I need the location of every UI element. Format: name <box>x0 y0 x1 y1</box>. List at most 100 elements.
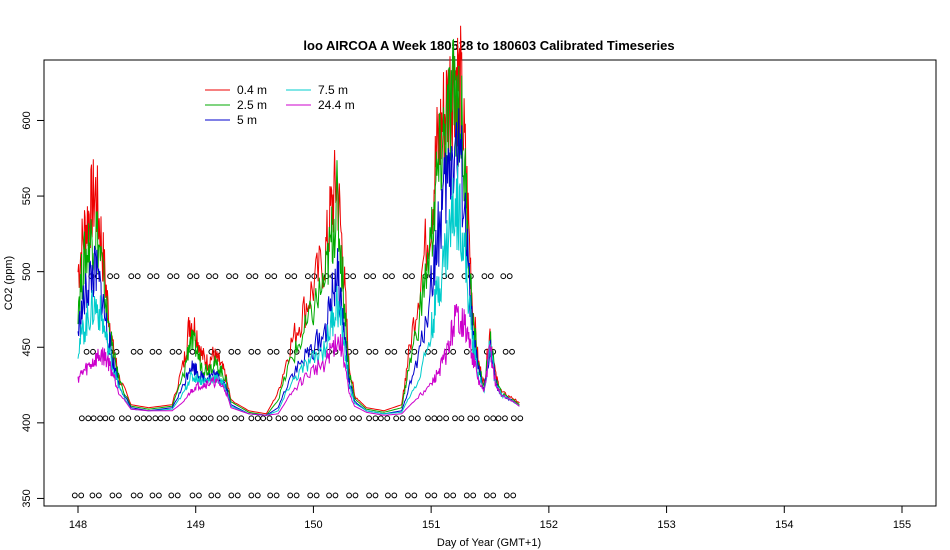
calibration-marker <box>411 492 418 499</box>
calibration-marker <box>425 492 431 499</box>
calibration-marker <box>85 415 92 422</box>
calibration-marker <box>109 492 116 499</box>
calibration-marker <box>352 348 359 355</box>
calibration-marker <box>463 348 470 355</box>
calibration-marker <box>267 492 274 499</box>
calibration-marker <box>137 348 143 355</box>
calibration-marker <box>168 492 175 499</box>
calibration-marker <box>291 273 298 280</box>
calibration-marker <box>149 492 156 499</box>
calibration-marker <box>366 415 372 422</box>
calibration-marker <box>393 415 400 422</box>
x-tick-label: 152 <box>540 519 558 531</box>
x-tick-label: 150 <box>304 519 322 531</box>
calibration-marker <box>228 348 235 355</box>
calibration-marker <box>260 415 267 422</box>
calibration-marker <box>377 415 384 422</box>
calibration-marker <box>234 492 241 499</box>
calibration-marker <box>431 492 438 499</box>
calibration-marker <box>252 273 259 280</box>
calibration-marker <box>228 492 235 499</box>
legend: 0.4 m2.5 m5 m 7.5 m24.4 m <box>205 83 355 127</box>
series-line-0 <box>77 25 520 415</box>
calibration-marker <box>189 348 196 355</box>
calibration-marker <box>293 492 300 499</box>
calibration-marker <box>502 415 508 422</box>
calibration-marker <box>206 273 212 280</box>
calibration-marker <box>481 273 488 280</box>
calibration-marker <box>223 415 229 422</box>
calibration-marker <box>155 348 162 355</box>
calibration-marker <box>502 348 509 355</box>
calibration-marker <box>271 273 278 280</box>
calibration-marker <box>196 492 202 499</box>
x-tick-label: 148 <box>69 519 87 531</box>
calibration-marker <box>273 492 280 499</box>
calibration-marker <box>391 492 398 499</box>
calibration-marker <box>319 415 325 422</box>
calibration-marker <box>246 273 252 280</box>
calibration-marker <box>458 415 465 422</box>
calibration-marker <box>208 492 215 499</box>
calibration-marker <box>467 415 474 422</box>
calibration-marker <box>332 492 339 499</box>
calibration-marker <box>405 492 411 499</box>
calibration-marker <box>146 415 152 422</box>
calibration-marker <box>384 415 391 422</box>
calibration-marker <box>275 415 282 422</box>
series-layer <box>77 25 520 416</box>
calibration-marker <box>500 273 507 280</box>
marker-layer <box>71 273 524 499</box>
calibration-marker <box>155 492 162 499</box>
calibration-marker <box>495 415 502 422</box>
calibration-marker <box>169 348 176 355</box>
calibration-marker <box>307 492 314 499</box>
calibration-marker <box>409 273 415 280</box>
calibration-marker <box>173 273 180 280</box>
calibration-marker <box>248 492 255 499</box>
calibration-marker <box>483 415 490 422</box>
calibration-marker <box>517 415 524 422</box>
calibration-marker <box>97 415 103 422</box>
series-line-4 <box>77 303 520 416</box>
calibration-marker <box>281 415 288 422</box>
calibration-marker <box>490 415 497 422</box>
calibration-marker <box>232 273 239 280</box>
series-line-2 <box>77 108 520 416</box>
calibration-marker <box>216 415 223 422</box>
calibration-marker <box>490 492 497 499</box>
calibration-marker <box>78 492 85 499</box>
calibration-marker <box>179 415 186 422</box>
calibration-marker <box>506 273 513 280</box>
calibration-marker <box>125 415 132 422</box>
calibration-marker <box>483 492 490 499</box>
x-axis-label: Day of Year (GMT+1) <box>437 537 541 549</box>
calibration-marker <box>370 273 377 280</box>
calibration-marker <box>113 273 120 280</box>
calibration-marker <box>356 415 362 422</box>
calibration-marker <box>447 273 454 280</box>
calibration-marker <box>349 415 356 422</box>
calibration-marker <box>509 348 515 355</box>
x-tick-label: 153 <box>657 519 675 531</box>
legend-label: 5 m <box>237 113 257 127</box>
y-axis: 350 400 450 500 550 600 <box>21 111 44 508</box>
calibration-marker <box>287 492 294 499</box>
calibration-marker <box>267 348 274 355</box>
calibration-marker <box>90 348 96 355</box>
calibration-marker <box>134 415 141 422</box>
calibration-marker <box>290 415 297 422</box>
calibration-marker <box>307 415 314 422</box>
calibration-marker <box>238 415 245 422</box>
calibration-marker <box>334 415 341 422</box>
legend-label: 24.4 m <box>318 98 355 112</box>
calibration-marker <box>450 348 457 355</box>
calibration-marker <box>147 273 154 280</box>
x-tick-label: 155 <box>893 519 911 531</box>
y-tick-label: 600 <box>21 111 33 129</box>
calibration-marker <box>313 492 320 499</box>
calibration-marker <box>78 415 85 422</box>
calibration-marker <box>372 492 379 499</box>
calibration-marker <box>140 415 147 422</box>
